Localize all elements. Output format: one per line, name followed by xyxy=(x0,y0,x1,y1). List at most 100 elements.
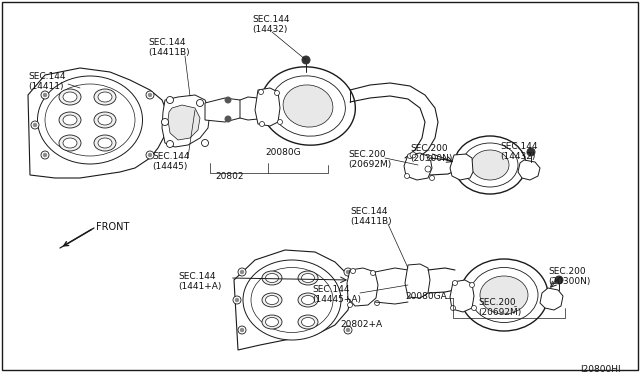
Polygon shape xyxy=(518,160,540,180)
Ellipse shape xyxy=(298,293,318,307)
Circle shape xyxy=(166,96,173,103)
Ellipse shape xyxy=(59,112,81,128)
Circle shape xyxy=(259,90,264,94)
Ellipse shape xyxy=(262,293,282,307)
Circle shape xyxy=(374,301,380,305)
Polygon shape xyxy=(205,98,240,122)
Ellipse shape xyxy=(262,315,282,329)
Text: 20080G: 20080G xyxy=(265,148,301,157)
Circle shape xyxy=(240,270,244,274)
Circle shape xyxy=(344,268,352,276)
Ellipse shape xyxy=(271,76,346,136)
Circle shape xyxy=(43,153,47,157)
Circle shape xyxy=(41,91,49,99)
Circle shape xyxy=(472,305,477,311)
Ellipse shape xyxy=(98,92,112,102)
Ellipse shape xyxy=(266,295,278,305)
Circle shape xyxy=(238,268,246,276)
Text: J20800HJ: J20800HJ xyxy=(580,365,621,372)
Circle shape xyxy=(31,121,39,129)
Circle shape xyxy=(235,298,239,302)
Text: SEC.200
(20692M): SEC.200 (20692M) xyxy=(348,150,391,169)
Circle shape xyxy=(225,97,231,103)
Circle shape xyxy=(33,123,37,127)
Text: 20080GA: 20080GA xyxy=(405,292,447,301)
Circle shape xyxy=(408,154,413,158)
Ellipse shape xyxy=(266,317,278,327)
Text: SEC.200
(20300N): SEC.200 (20300N) xyxy=(548,267,590,286)
Text: SEC.144
(14432): SEC.144 (14432) xyxy=(500,142,538,161)
Ellipse shape xyxy=(460,259,548,331)
Circle shape xyxy=(348,302,353,308)
Polygon shape xyxy=(168,105,200,140)
Ellipse shape xyxy=(94,112,116,128)
Text: SEC.144
(14411B): SEC.144 (14411B) xyxy=(148,38,189,57)
Ellipse shape xyxy=(301,273,314,282)
Circle shape xyxy=(278,119,282,125)
Ellipse shape xyxy=(63,115,77,125)
Circle shape xyxy=(555,276,563,284)
Circle shape xyxy=(429,176,435,180)
Text: SEC.144
(14445): SEC.144 (14445) xyxy=(152,152,189,171)
Circle shape xyxy=(344,326,352,334)
Circle shape xyxy=(202,140,209,147)
Circle shape xyxy=(196,99,204,106)
Circle shape xyxy=(240,328,244,332)
Ellipse shape xyxy=(38,76,143,164)
Text: SEC.144
(14432): SEC.144 (14432) xyxy=(252,15,289,34)
Circle shape xyxy=(452,280,458,285)
Ellipse shape xyxy=(298,315,318,329)
Ellipse shape xyxy=(243,260,341,340)
Circle shape xyxy=(346,328,350,332)
Ellipse shape xyxy=(260,67,355,145)
Text: SEC.144
(14411B): SEC.144 (14411B) xyxy=(350,207,392,227)
Circle shape xyxy=(148,93,152,97)
Text: SEC.200
(20692M): SEC.200 (20692M) xyxy=(478,298,521,317)
Text: FRONT: FRONT xyxy=(96,222,129,232)
Ellipse shape xyxy=(63,92,77,102)
Circle shape xyxy=(425,166,431,172)
Ellipse shape xyxy=(262,271,282,285)
Circle shape xyxy=(351,269,355,273)
Ellipse shape xyxy=(94,89,116,105)
Circle shape xyxy=(470,282,474,288)
Circle shape xyxy=(148,153,152,157)
Ellipse shape xyxy=(98,115,112,125)
Ellipse shape xyxy=(470,267,538,323)
Polygon shape xyxy=(405,264,430,298)
Polygon shape xyxy=(28,68,168,178)
Ellipse shape xyxy=(301,317,314,327)
Ellipse shape xyxy=(59,89,81,105)
Ellipse shape xyxy=(298,271,318,285)
Polygon shape xyxy=(404,153,432,180)
Circle shape xyxy=(166,141,173,148)
Circle shape xyxy=(302,56,310,64)
Circle shape xyxy=(161,119,168,125)
Circle shape xyxy=(527,148,535,156)
Circle shape xyxy=(225,116,231,122)
Circle shape xyxy=(259,122,264,126)
Circle shape xyxy=(346,270,350,274)
Ellipse shape xyxy=(63,138,77,148)
Ellipse shape xyxy=(266,273,278,282)
Ellipse shape xyxy=(251,267,333,333)
Circle shape xyxy=(275,90,280,96)
Circle shape xyxy=(404,173,410,179)
Ellipse shape xyxy=(98,138,112,148)
Circle shape xyxy=(43,93,47,97)
Polygon shape xyxy=(347,268,378,306)
Polygon shape xyxy=(450,154,473,180)
Ellipse shape xyxy=(462,143,518,187)
Ellipse shape xyxy=(454,136,526,194)
Polygon shape xyxy=(450,280,474,312)
Circle shape xyxy=(451,305,456,311)
Text: SEC.144
(14445+A): SEC.144 (14445+A) xyxy=(312,285,361,304)
Ellipse shape xyxy=(301,295,314,305)
Circle shape xyxy=(371,270,376,276)
Ellipse shape xyxy=(59,135,81,151)
Polygon shape xyxy=(540,288,563,310)
Ellipse shape xyxy=(283,85,333,127)
Ellipse shape xyxy=(94,135,116,151)
Ellipse shape xyxy=(480,276,528,314)
Ellipse shape xyxy=(471,150,509,180)
